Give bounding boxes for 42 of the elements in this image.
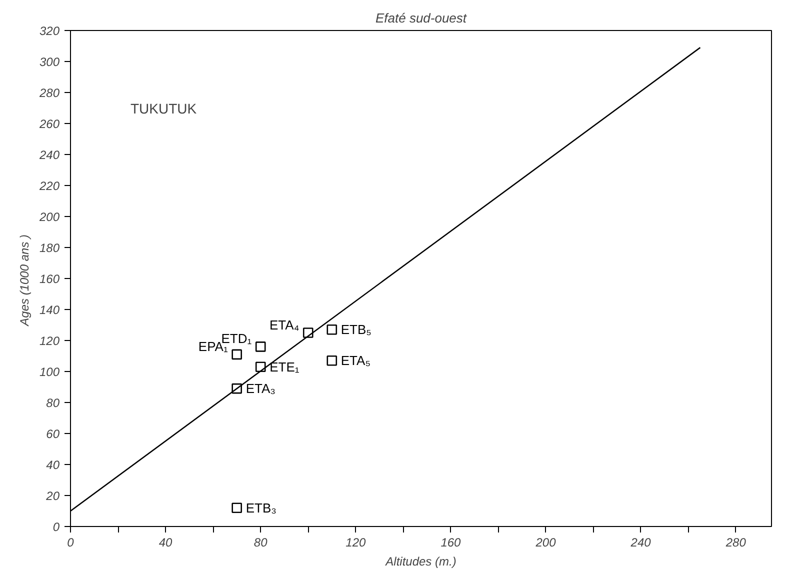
- y-tick-label: 40: [46, 458, 60, 472]
- y-tick-label: 140: [39, 303, 60, 317]
- x-tick-label: 200: [534, 536, 556, 550]
- y-tick-label: 100: [39, 365, 60, 379]
- series-label: ETA₄: [270, 317, 300, 332]
- y-tick-label: 60: [46, 427, 60, 441]
- series-label: ETA₅: [340, 353, 370, 368]
- series-label: ETE₁: [270, 359, 300, 374]
- y-tick-label: 300: [39, 55, 60, 69]
- point: [326, 324, 338, 335]
- x-tick-label: 0: [67, 536, 74, 550]
- x-tick-label: 280: [724, 536, 746, 550]
- x-tick-label: 40: [158, 536, 173, 550]
- x-tick-label: 160: [440, 536, 462, 550]
- y-tick-label: 260: [38, 117, 60, 131]
- point: [255, 362, 266, 372]
- y-tick-label: 180: [39, 241, 60, 255]
- y-tick-label: 20: [45, 489, 60, 503]
- y-axis-title: Ages (1000 ans ): [17, 234, 32, 327]
- y-tick-label: 120: [39, 334, 60, 348]
- point: [232, 349, 242, 360]
- chart-title: Efaté sud-ouest: [375, 10, 468, 26]
- y-tick-label: 0: [52, 520, 60, 534]
- x-tick-label: 120: [346, 536, 366, 550]
- y-tick-label: 160: [39, 272, 60, 286]
- annotation: TUKUTUK: [130, 100, 198, 116]
- y-tick-label: 80: [46, 396, 60, 410]
- x-axis-title: Altitudes (m.): [384, 554, 456, 568]
- point: [255, 342, 266, 352]
- y-tick-label: 280: [38, 86, 60, 100]
- y-tick-label: 220: [38, 179, 60, 193]
- y-tick-label: 240: [38, 148, 60, 162]
- point: [326, 356, 338, 366]
- series-label: ETB₅: [340, 322, 372, 338]
- series-label: ETD₁: [221, 331, 252, 346]
- series-label: ETA₃: [246, 381, 276, 396]
- y-tick-label: 320: [39, 24, 60, 38]
- y-tick-label: 200: [38, 210, 60, 224]
- x-tick-label: 240: [630, 536, 652, 550]
- series-label: ETB₃: [246, 500, 276, 516]
- x-tick-label: 80: [254, 536, 268, 550]
- point: [232, 502, 242, 514]
